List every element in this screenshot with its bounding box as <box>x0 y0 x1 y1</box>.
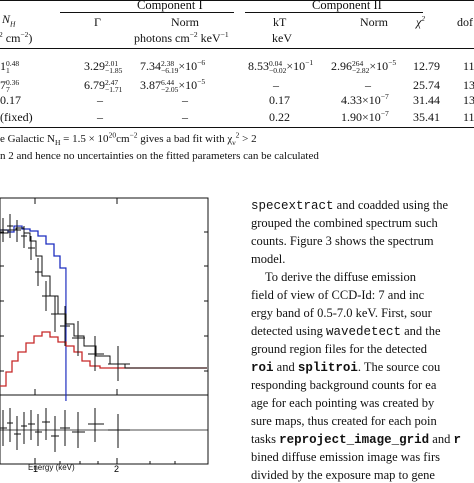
top-panel-frame <box>0 197 209 396</box>
header-nh-unit: 2 cm−2) <box>0 30 33 45</box>
cell-chi2: 12.79 <box>413 59 440 73</box>
x-ticks <box>34 198 176 464</box>
cell-norm-1: 7.34 2.38 −6.19 ×10−6 <box>140 58 206 76</box>
y-ticks <box>0 231 208 372</box>
cell-chi2: 25.74 <box>413 78 440 92</box>
cell-norm-2: 4.33×10−7 <box>341 92 389 107</box>
body-line: tasks reproject_image_grid and r <box>251 432 461 447</box>
footnote-1: e Galactic NH = 1.5 × 1020cm−2 gives a b… <box>0 130 257 148</box>
header-component-2-rule <box>245 12 423 13</box>
body-line: roi and splitroi. The source cou <box>251 360 441 375</box>
model-component-1-line <box>0 226 66 474</box>
body-line: responding background counts for ea <box>251 378 437 392</box>
cell-nh: 1 0.48 1 <box>0 59 20 76</box>
body-line: grouped the combined spectrum such <box>251 216 438 230</box>
x-tick-label-2: 2 <box>114 464 119 474</box>
body-line: To derive the diffuse emission <box>265 270 416 284</box>
table-bottom-rule <box>0 127 474 128</box>
cell-gamma: 3.29 2.01 −1.85 <box>84 59 123 76</box>
body-line: bined diffuse emission image was firs <box>251 450 440 464</box>
cell-dof: 13 <box>463 93 474 107</box>
table-header-rule <box>0 48 474 49</box>
total-model-line <box>0 227 207 369</box>
cell-dof: 13 <box>463 78 474 92</box>
body-line: field of view of CCD-Id: 7 and inc <box>251 288 425 302</box>
residual-points <box>0 408 130 452</box>
cell-dof: 11 <box>463 110 474 124</box>
header-gamma: Γ <box>94 15 101 29</box>
header-kt-unit: keV <box>272 31 292 45</box>
body-line: divided by the exposure map to gene <box>251 468 435 482</box>
body-line: sure maps, thus created for each poin <box>251 414 437 428</box>
body-line: age for each pointing was created by <box>251 396 435 410</box>
header-dof: dof <box>457 15 473 29</box>
data-points <box>0 214 130 381</box>
body-line: model. <box>251 252 286 266</box>
cell-norm-1: – <box>182 110 188 124</box>
header-kt: kT <box>273 15 287 29</box>
header-norm-1-unit: photons cm−2 keV−1 <box>134 30 229 45</box>
cell-norm-1: – <box>182 93 188 107</box>
spectrum-figure: 1 2 <box>0 197 209 474</box>
body-line: ground region files for the detected <box>251 342 427 356</box>
table-top-rule <box>0 0 474 1</box>
header-norm-2: Norm <box>360 15 388 29</box>
residual-panel-frame <box>0 394 209 465</box>
header-component-2: Component II <box>312 0 382 12</box>
header-norm-1: Norm <box>171 15 199 29</box>
cell-kt: 8.53 0.04 −0.02 ×10−1 <box>248 58 314 76</box>
x-tick-label-1: 1 <box>33 464 38 474</box>
model-component-2-line <box>0 331 207 387</box>
cell-nh: 0.17 <box>0 93 21 107</box>
cell-nh: 7 0.36 7 <box>0 78 20 95</box>
cell-chi2: 31.44 <box>413 93 440 107</box>
cell-kt: 0.22 <box>269 110 290 124</box>
footnote-2: n 2 and hence no uncertainties on the fi… <box>0 150 319 162</box>
cell-kt: – <box>273 78 279 92</box>
cell-norm-2: 1.90×10−7 <box>341 109 389 124</box>
cell-gamma: – <box>97 110 103 124</box>
cell-norm-1: 3.87 6.44 −2.05 ×10−5 <box>140 77 206 95</box>
cell-kt: 0.17 <box>269 93 290 107</box>
cell-nh: (fixed) <box>0 110 33 124</box>
cell-gamma: – <box>97 93 103 107</box>
body-line: specextract and coadded using the <box>251 198 449 213</box>
cell-norm-2: 2.96 264 −2.82 ×10−5 <box>331 58 397 76</box>
header-component-1: Component I <box>137 0 203 12</box>
header-component-1-rule <box>60 12 234 13</box>
body-line: counts. Figure 3 shows the spectrum <box>251 234 434 248</box>
header-chi2: χ2 <box>416 14 426 29</box>
x-axis-label: Energy (keV) <box>28 463 75 472</box>
cell-gamma: 6.79 2.47 −1.71 <box>84 78 123 95</box>
body-line: ergy band of 0.5-7.0 keV. First, sour <box>251 306 432 320</box>
cell-chi2: 35.41 <box>413 110 440 124</box>
header-nh: NH <box>2 12 16 29</box>
cell-dof: 11 <box>463 59 474 73</box>
cell-norm-2: – <box>365 78 371 92</box>
body-line: detected using wavedetect and the <box>251 324 441 339</box>
